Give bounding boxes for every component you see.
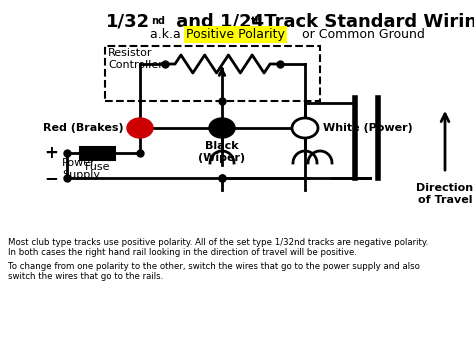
Text: +: + — [44, 144, 58, 162]
Text: switch the wires that go to the rails.: switch the wires that go to the rails. — [8, 272, 163, 281]
Ellipse shape — [127, 118, 153, 138]
Bar — [105, 46, 320, 101]
Text: Power
Supply: Power Supply — [62, 158, 100, 180]
Text: Resistor
Controller: Resistor Controller — [108, 48, 163, 70]
Ellipse shape — [209, 118, 235, 138]
Text: To change from one polarity to the other, switch the wires that go to the power : To change from one polarity to the other… — [8, 262, 420, 271]
Text: or Common Ground: or Common Ground — [298, 28, 425, 41]
Text: Black
(Wiper): Black (Wiper) — [199, 141, 246, 163]
Text: White (Power): White (Power) — [323, 123, 413, 133]
Text: nd: nd — [151, 16, 165, 26]
Text: a.k.a: a.k.a — [150, 28, 185, 41]
Text: 1/32: 1/32 — [106, 13, 150, 31]
Text: Track Standard Wiring: Track Standard Wiring — [258, 13, 474, 31]
Ellipse shape — [292, 118, 318, 138]
Text: and 1/24: and 1/24 — [170, 13, 264, 31]
Text: In both cases the right hand rail looking in the direction of travel will be pos: In both cases the right hand rail lookin… — [8, 248, 357, 257]
Text: Direction
of Travel: Direction of Travel — [417, 183, 474, 204]
Text: th: th — [251, 16, 263, 26]
Text: Fuse: Fuse — [85, 162, 110, 172]
Text: Red (Brakes): Red (Brakes) — [44, 123, 124, 133]
Text: Positive Polarity: Positive Polarity — [186, 28, 285, 41]
Text: −: − — [44, 169, 58, 187]
Bar — [80, 146, 115, 160]
Text: Most club type tracks use positive polarity. All of the set type 1/32nd tracks a: Most club type tracks use positive polar… — [8, 238, 428, 247]
